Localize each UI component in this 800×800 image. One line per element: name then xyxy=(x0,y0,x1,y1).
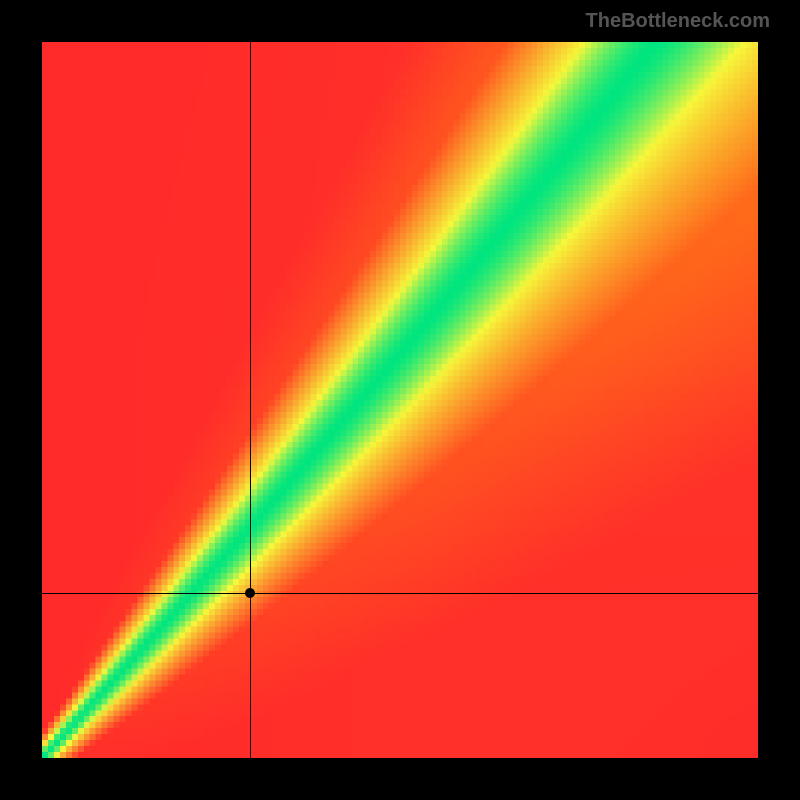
heatmap-plot xyxy=(42,42,758,758)
heatmap-canvas xyxy=(42,42,758,758)
crosshair-horizontal xyxy=(42,593,758,594)
crosshair-vertical xyxy=(250,42,251,758)
watermark-text: TheBottleneck.com xyxy=(586,10,770,33)
crosshair-marker xyxy=(245,588,255,598)
